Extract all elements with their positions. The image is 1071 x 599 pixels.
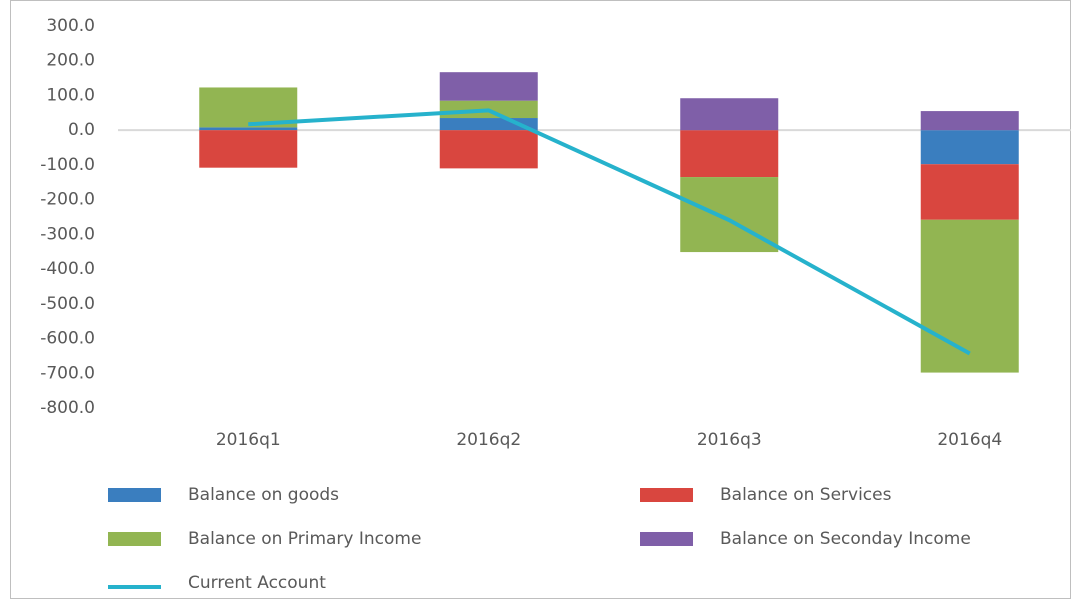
legend-swatch [640,532,693,546]
line [248,108,971,356]
bar-segment [439,72,538,101]
legend-label: Balance on goods [188,485,339,505]
y-tick-label: -300.0 [40,224,95,244]
bar-segment [199,127,298,131]
x-tick-label: 2016q4 [937,430,1002,450]
x-tick-label: 2016q1 [216,430,281,450]
bar-segment [920,219,1019,373]
y-tick-label: -500.0 [40,294,95,314]
x-tick-label: 2016q3 [697,430,762,450]
y-tick-label: -700.0 [40,363,95,383]
bar-segment [680,98,779,131]
legend-label: Balance on Services [720,485,892,505]
bar-segment [439,130,538,169]
bar-segment [920,164,1019,220]
legend-label: Balance on Primary Income [188,529,421,549]
y-tick-label: -800.0 [40,398,95,418]
y-tick-label: -100.0 [40,155,95,175]
y-tick-label: -600.0 [40,329,95,349]
bar-segment [920,130,1019,165]
legend-swatch [640,488,693,502]
y-tick-label: 0.0 [68,120,95,140]
legend-label: Balance on Seconday Income [720,529,971,549]
bar-segment [680,130,779,178]
legend-label: Current Account [188,573,326,593]
chart-border [10,0,1071,599]
y-tick-label: 300.0 [46,16,95,36]
y-tick-label: -400.0 [40,259,95,279]
y-tick-label: -200.0 [40,190,95,210]
legend-swatch [108,488,161,502]
x-tick-label: 2016q2 [456,430,521,450]
bar-segment [920,111,1019,131]
y-tick-label: 200.0 [46,51,95,71]
bar-segment [199,130,298,168]
y-tick-label: 100.0 [46,85,95,105]
legend-swatch [108,532,161,546]
